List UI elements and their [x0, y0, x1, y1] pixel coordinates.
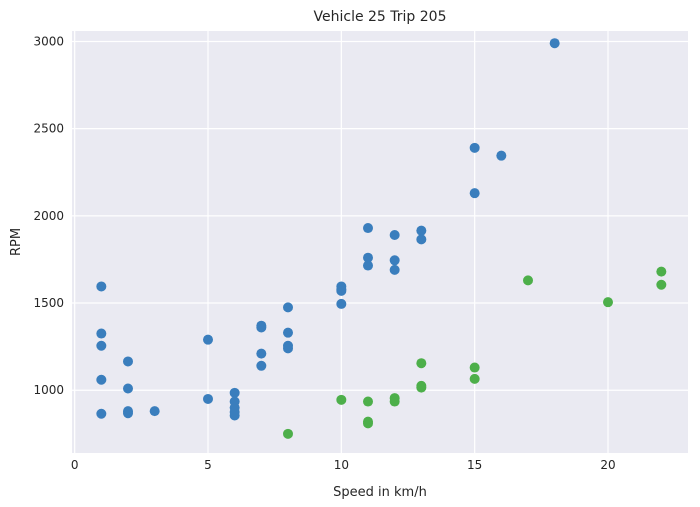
data-point-series-1 [549, 38, 560, 49]
x-tick-label: 20 [600, 458, 615, 472]
y-tick-label: 2000 [33, 209, 64, 223]
data-point-series-2 [469, 362, 480, 373]
data-point-series-2 [656, 279, 667, 290]
x-axis-ticks: 0 5 10 15 20 [71, 458, 616, 472]
data-point-series-1 [469, 142, 480, 153]
data-point-series-1 [496, 150, 507, 161]
data-point-series-2 [416, 358, 427, 369]
data-point-series-1 [363, 252, 373, 263]
data-point-series-1 [96, 281, 107, 292]
data-point-series-1 [363, 223, 373, 234]
data-point-series-1 [256, 322, 267, 333]
data-point-series-1 [336, 298, 347, 309]
data-point-series-1 [96, 374, 107, 385]
data-point-series-2 [469, 373, 480, 384]
data-point-series-1 [363, 260, 373, 271]
y-tick-label: 2500 [33, 122, 64, 136]
x-tick-label: 0 [71, 458, 79, 472]
data-point-series-1 [123, 408, 133, 419]
y-tick-label: 3000 [33, 34, 64, 48]
x-axis-label: Speed in km/h [333, 485, 427, 500]
y-tick-label: 1000 [33, 383, 64, 397]
data-point-series-1 [229, 387, 240, 398]
data-point-series-1 [96, 328, 107, 339]
data-point-series-2 [283, 428, 293, 439]
y-tick-label: 1500 [33, 296, 64, 310]
data-point-series-1 [203, 393, 213, 404]
data-point-series-1 [283, 302, 293, 313]
data-point-series-1 [469, 188, 480, 199]
x-tick-label: 10 [334, 458, 349, 472]
data-point-series-1 [283, 343, 293, 354]
y-axis-ticks: 1000 1500 2000 2500 3000 [33, 34, 64, 397]
data-point-series-1 [416, 225, 427, 236]
plot-area [72, 31, 688, 453]
data-point-series-1 [203, 334, 213, 345]
data-point-series-1 [96, 408, 107, 419]
data-point-series-2 [363, 418, 373, 429]
x-tick-label: 15 [467, 458, 482, 472]
data-point-series-2 [336, 394, 347, 405]
data-point-series-1 [229, 410, 240, 421]
data-point-series-2 [389, 396, 400, 407]
data-point-series-1 [123, 356, 133, 367]
data-point-series-1 [256, 360, 267, 371]
data-point-series-1 [416, 234, 427, 245]
data-point-series-1 [389, 264, 400, 275]
data-point-series-2 [523, 275, 533, 286]
data-points [96, 38, 667, 439]
data-point-series-2 [656, 266, 667, 277]
chart-title: Vehicle 25 Trip 205 [314, 9, 447, 25]
data-point-series-1 [149, 406, 160, 417]
data-point-series-2 [416, 382, 427, 393]
data-point-series-1 [336, 285, 347, 296]
data-point-series-1 [389, 230, 400, 241]
data-point-series-1 [389, 255, 400, 266]
x-tick-label: 5 [204, 458, 212, 472]
data-point-series-1 [96, 340, 107, 351]
data-point-series-2 [603, 297, 613, 308]
data-point-series-2 [363, 396, 373, 407]
data-point-series-1 [123, 383, 133, 394]
y-axis-label: RPM [9, 228, 24, 256]
data-point-series-1 [256, 348, 267, 359]
data-point-series-1 [283, 327, 293, 338]
